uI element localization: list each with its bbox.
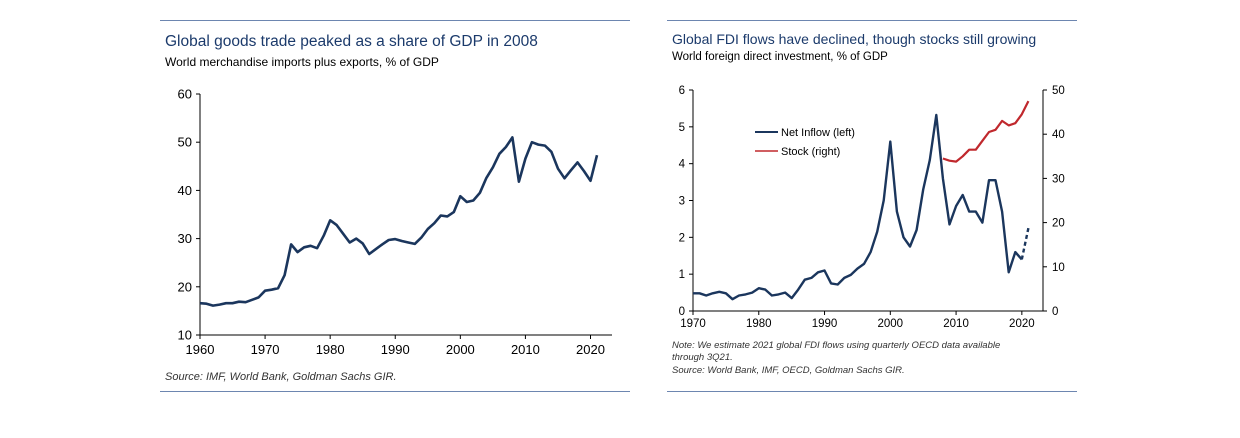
right-chart-axes <box>692 90 1044 312</box>
left-chart-lines <box>199 136 599 307</box>
left-y-tick-label: 30 <box>178 231 192 246</box>
right-y-right-tick-label: 30 <box>1052 173 1065 185</box>
right-y-right-tick-label: 20 <box>1052 218 1065 230</box>
left-chart-title: Global goods trade peaked as a share of … <box>165 33 538 50</box>
left-chart-subtitle: World merchandise imports plus exports, … <box>165 55 439 69</box>
right-y-left-tick-label: 2 <box>679 232 685 244</box>
legend-label-net-inflow: Net Inflow (left) <box>781 127 855 139</box>
right-top-rule <box>667 20 1077 21</box>
right-y-left-tick-label: 3 <box>679 196 685 208</box>
right-y-left-tick-label: 5 <box>679 122 685 134</box>
right-y-left-tick-label: 0 <box>679 306 685 318</box>
net-inflow-estimate-line <box>1020 227 1030 260</box>
left-top-rule <box>160 20 630 21</box>
right-chart-subtitle: World foreign direct investment, % of GD… <box>672 51 888 63</box>
left-y-tick-label: 40 <box>178 183 192 198</box>
right-x-tick-label: 2010 <box>943 318 969 330</box>
left-y-tick-label: 60 <box>178 87 192 102</box>
left-y-tick-label: 10 <box>178 328 192 343</box>
left-bottom-rule <box>160 391 630 392</box>
left-x-tick-label: 1990 <box>381 342 410 357</box>
left-chart-axes <box>199 94 612 336</box>
right-x-tick-label: 1970 <box>680 318 706 330</box>
left-y-tick-label: 50 <box>178 135 192 150</box>
right-note-line2: through 3Q21. <box>672 352 733 363</box>
left-x-tick-label: 1980 <box>316 342 345 357</box>
right-y-right-tick-label: 50 <box>1052 85 1065 97</box>
right-bottom-rule <box>667 391 1077 392</box>
left-x-tick-label: 1960 <box>186 342 215 357</box>
left-x-tick-label: 2000 <box>446 342 475 357</box>
right-x-tick-label: 1990 <box>812 318 838 330</box>
right-x-tick-label: 2020 <box>1009 318 1035 330</box>
right-chart-title: Global FDI flows have declined, though s… <box>672 31 1037 47</box>
left-series-line <box>199 136 599 307</box>
net-inflow-line <box>693 113 1023 301</box>
stock-line <box>942 100 1030 163</box>
left-y-tick-label: 20 <box>178 279 192 294</box>
right-y-left-tick-label: 4 <box>679 159 686 171</box>
left-chart-ticks: 10 20 30 40 50 60 1960 1970 1980 1990 2000 2010 2020 <box>178 87 605 358</box>
right-y-left-tick-label: 1 <box>679 269 685 281</box>
right-x-tick-label: 2000 <box>878 318 904 330</box>
right-y-right-tick-label: 40 <box>1052 129 1065 141</box>
right-source: Source: World Bank, IMF, OECD, Goldman S… <box>672 365 905 376</box>
right-y-right-tick-label: 0 <box>1052 306 1058 318</box>
legend-label-stock: Stock (right) <box>781 146 840 158</box>
left-x-tick-label: 1970 <box>251 342 280 357</box>
left-source: Source: IMF, World Bank, Goldman Sachs G… <box>165 371 397 383</box>
right-chart-ticks: 0 1 2 3 4 5 6 0 10 20 30 40 50 1970 1980 1990 2000 2010 20… <box>679 85 1065 330</box>
left-x-tick-label: 2010 <box>511 342 540 357</box>
right-chart-legend: Net Inflow (left) Stock (right) <box>755 127 855 158</box>
right-y-left-tick-label: 6 <box>679 85 685 97</box>
left-x-tick-label: 2020 <box>576 342 605 357</box>
right-y-right-tick-label: 10 <box>1052 262 1065 274</box>
right-note-line1: Note: We estimate 2021 global FDI flows … <box>672 340 1001 351</box>
right-chart-lines <box>693 100 1030 301</box>
right-x-tick-label: 1980 <box>746 318 772 330</box>
